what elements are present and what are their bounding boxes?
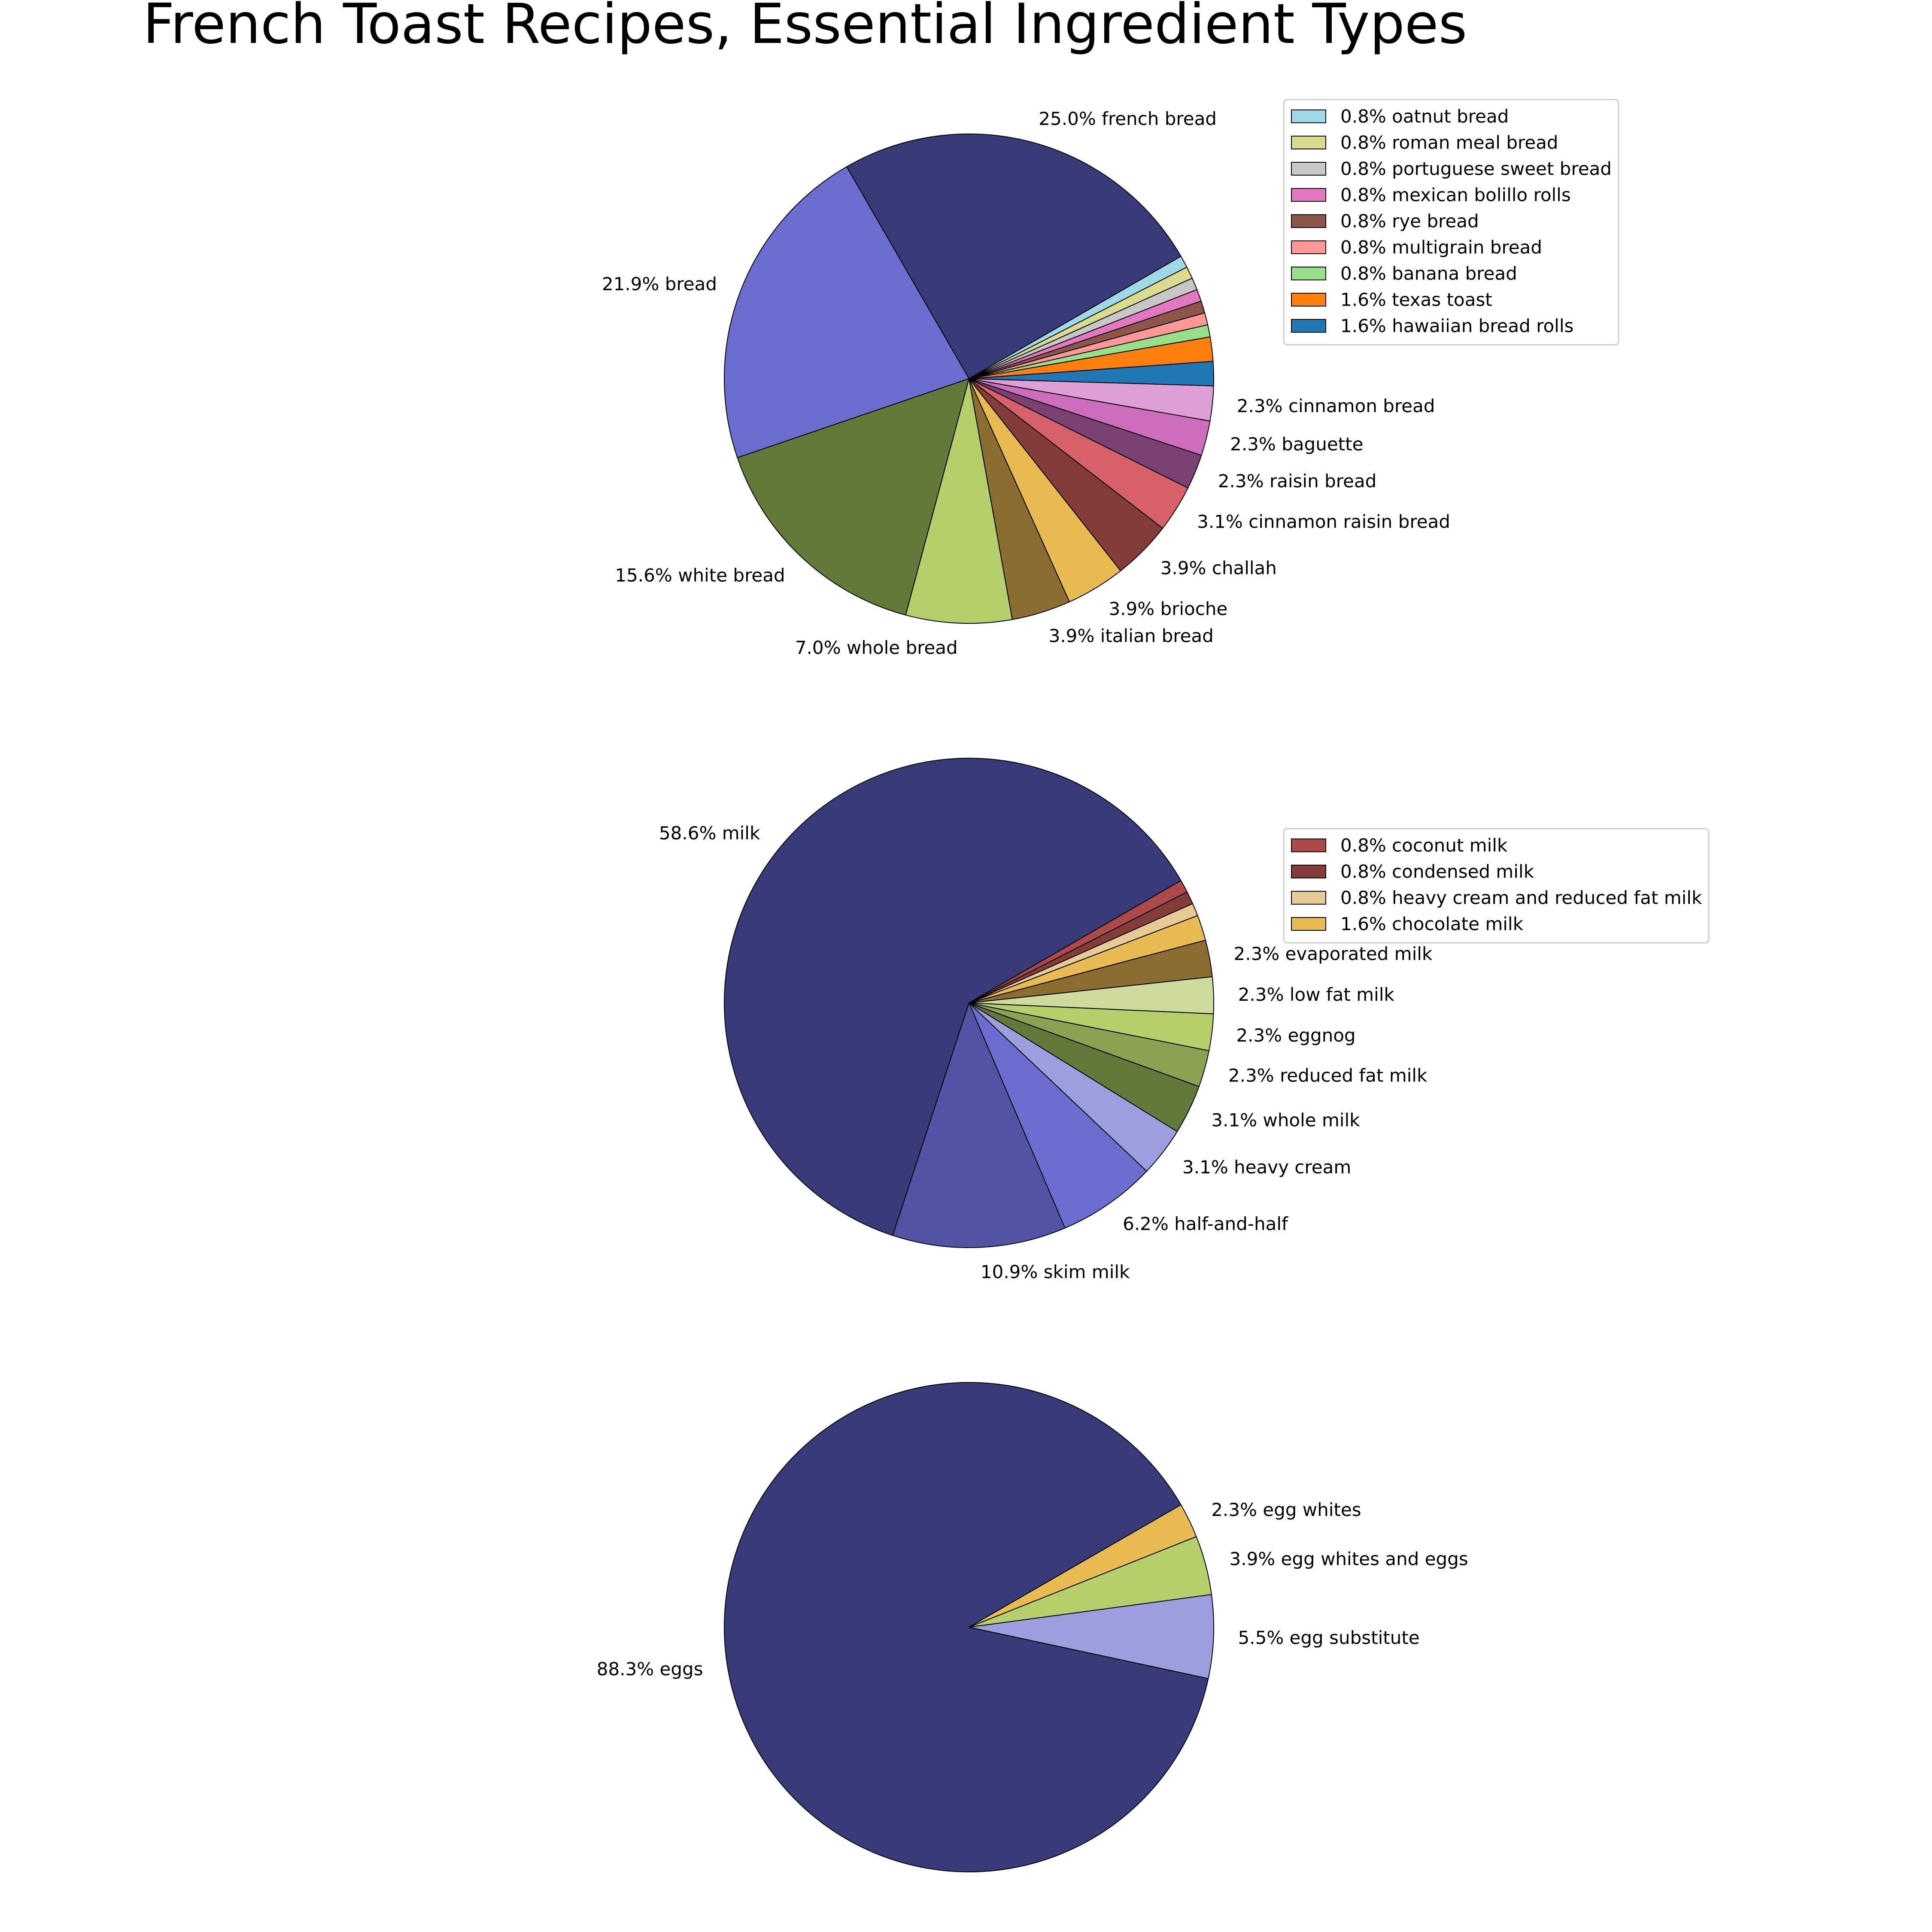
pie-slice	[969, 1504, 1197, 1628]
pie-slice	[723, 758, 1182, 1236]
legend-swatch	[1291, 319, 1326, 333]
legend: 0.8% coconut milk 0.8% condensed milk 0.8%…	[1283, 828, 1710, 944]
pie-slice	[892, 1002, 1066, 1248]
slice-label: 2.3% eggnog	[1236, 1025, 1355, 1046]
pie-slice	[846, 134, 1182, 379]
slice-label: 2.3% low fat milk	[1238, 984, 1395, 1005]
pie-chart-1: 25.0% french bread 21.9% bread 15.6% white…	[602, 99, 1619, 658]
legend-label: 0.8% oatnut bread	[1340, 106, 1509, 127]
slice-label: 2.3% cinnamon bread	[1237, 395, 1435, 416]
slice-label: 5.5% egg substitute	[1238, 1627, 1420, 1648]
legend-swatch	[1291, 240, 1326, 254]
legend-swatch	[1291, 865, 1326, 878]
slice-label: 3.1% whole milk	[1211, 1110, 1360, 1131]
legend-label: 0.8% banana bread	[1340, 263, 1517, 284]
legend-swatch	[1291, 136, 1326, 149]
slice-label: 88.3% eggs	[597, 1659, 703, 1680]
slice-label: 3.1% cinnamon raisin bread	[1197, 511, 1450, 532]
legend-frame	[1283, 828, 1710, 944]
pie-slice	[969, 1594, 1214, 1679]
pie-slice	[969, 256, 1188, 379]
slice-label: 2.3% evaporated milk	[1234, 943, 1433, 964]
slice-label: 2.3% baguette	[1230, 434, 1363, 455]
legend-swatch	[1291, 109, 1326, 123]
legend-label: 0.8% multigrain bread	[1340, 237, 1542, 258]
charts: 25.0% french bread 21.9% bread 15.6% white…	[597, 99, 1710, 1872]
slice-label: 15.6% white bread	[615, 565, 785, 586]
legend-swatch	[1291, 267, 1326, 280]
pie-slice	[969, 880, 1188, 1003]
pie-slice	[905, 378, 1013, 624]
legend-label: 0.8% rye bread	[1340, 211, 1479, 232]
legend-label: 1.6% texas toast	[1340, 289, 1492, 310]
legend-swatch	[1291, 188, 1326, 202]
slice-label: 3.9% italian bread	[1049, 625, 1214, 646]
pie-slice	[969, 1002, 1147, 1229]
slice-label: 2.3% egg whites	[1211, 1499, 1361, 1520]
slice-label: 2.3% reduced fat milk	[1228, 1065, 1428, 1086]
slice-label: 58.6% milk	[659, 823, 760, 844]
legend-label: 1.6% hawaiian bread rolls	[1340, 316, 1574, 337]
legend-swatch	[1291, 162, 1326, 176]
slice-label: 3.9% brioche	[1109, 598, 1227, 620]
legend-swatch	[1291, 891, 1326, 905]
chart-title: French Toast Recipes, Essential Ingredie…	[143, 0, 1467, 56]
legend-label: 0.8% coconut milk	[1340, 835, 1508, 856]
legend-label: 1.6% chocolate milk	[1340, 914, 1524, 935]
slice-label: 10.9% skim milk	[981, 1261, 1130, 1282]
pie-slice	[737, 378, 969, 616]
legend-swatch	[1291, 214, 1326, 228]
pie-slice	[724, 166, 969, 459]
slice-label: 3.9% egg whites and eggs	[1230, 1548, 1468, 1569]
slice-label: 25.0% french bread	[1039, 108, 1217, 129]
pie-chart-2: 58.6% milk 10.9% skim milk 6.2% half-and-h…	[659, 758, 1710, 1282]
legend-label: 0.8% portuguese sweet bread	[1340, 158, 1612, 179]
slice-label: 3.9% challah	[1160, 558, 1277, 579]
legend-label: 0.8% roman meal bread	[1340, 132, 1558, 153]
legend-label: 0.8% heavy cream and reduced fat milk	[1340, 887, 1702, 908]
legend: 0.8% oatnut bread 0.8% roman meal bread 0.…	[1283, 99, 1619, 346]
pie-slice	[723, 1382, 1209, 1872]
slice-label: 7.0% whole bread	[795, 637, 958, 658]
legend-swatch	[1291, 838, 1326, 852]
slice-label: 6.2% half-and-half	[1123, 1213, 1288, 1234]
legend-frame	[1283, 99, 1619, 346]
pie-chart-3: 88.3% eggs 5.5% egg substitute 3.9% egg wh…	[597, 1382, 1468, 1872]
legend-label: 0.8% mexican bolillo rolls	[1340, 185, 1571, 206]
legend-label: 0.8% condensed milk	[1340, 861, 1534, 882]
slice-label: 2.3% raisin bread	[1218, 471, 1377, 492]
legend-swatch	[1291, 917, 1326, 931]
slice-label: 3.1% heavy cream	[1182, 1157, 1351, 1178]
legend-swatch	[1291, 293, 1326, 307]
slice-label: 21.9% bread	[602, 273, 717, 295]
